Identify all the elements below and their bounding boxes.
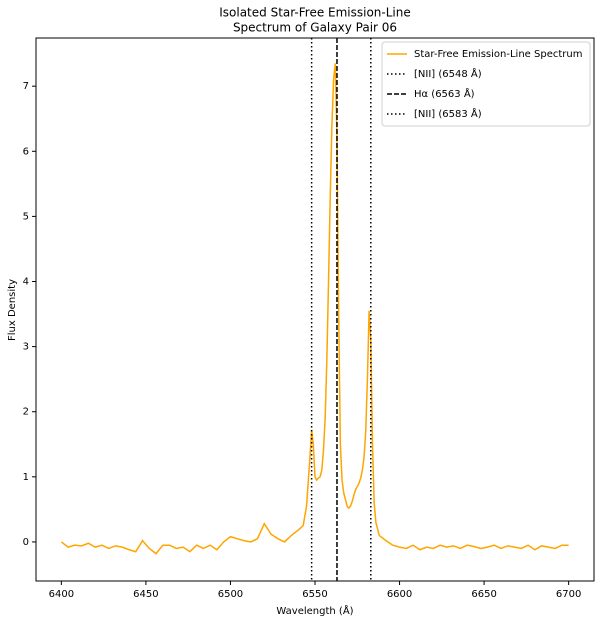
y-tick-label: 6 (23, 146, 29, 157)
x-tick-label: 6550 (302, 589, 327, 600)
y-tick-label: 4 (23, 277, 29, 288)
x-tick-label: 6500 (218, 589, 243, 600)
y-tick-label: 2 (23, 407, 29, 418)
x-tick-label: 6450 (133, 589, 158, 600)
chart-title: Spectrum of Galaxy Pair 06 (233, 21, 397, 35)
legend-label: [NII] (6548 Å) (414, 67, 482, 80)
y-tick-label: 0 (23, 537, 29, 548)
legend-label: Star-Free Emission-Line Spectrum (414, 49, 582, 60)
y-tick-label: 3 (23, 342, 29, 353)
y-tick-label: 1 (23, 472, 29, 483)
x-axis-label: Wavelength (Å) (276, 604, 353, 617)
plot-frame (35, 37, 595, 582)
x-tick-label: 6600 (387, 589, 412, 600)
y-axis-label: Flux Density (7, 279, 18, 341)
spectrum-line (60, 63, 569, 555)
x-tick-label: 6700 (556, 589, 581, 600)
legend-label: Hα (6563 Å) (414, 87, 475, 100)
x-tick-label: 6650 (471, 589, 496, 600)
legend-box (381, 41, 591, 127)
legend-label: [NII] (6583 Å) (414, 107, 482, 120)
y-tick-label: 7 (23, 81, 29, 92)
x-tick-label: 6400 (49, 589, 74, 600)
chart-title: Isolated Star-Free Emission-Line (219, 6, 411, 20)
y-tick-label: 5 (23, 211, 29, 222)
